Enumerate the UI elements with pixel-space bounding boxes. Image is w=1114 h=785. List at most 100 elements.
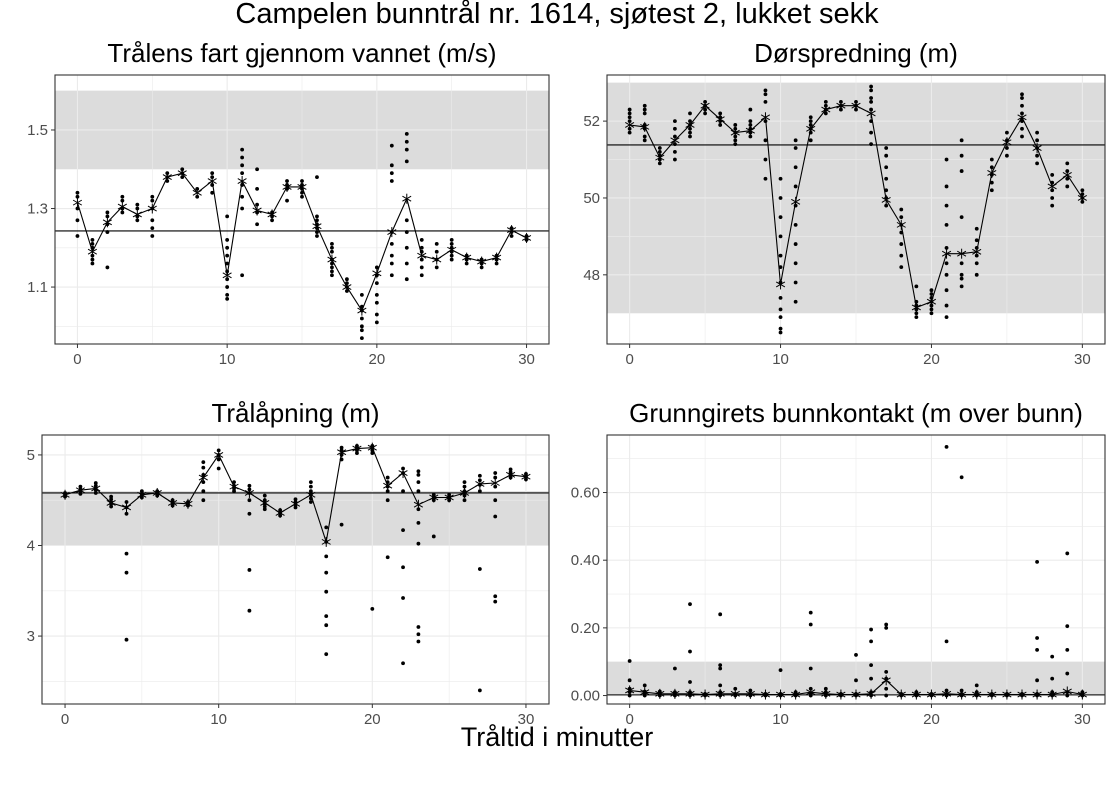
- median-marker: [1002, 137, 1012, 148]
- data-point: [899, 253, 904, 258]
- median-marker: [866, 688, 876, 699]
- data-point: [374, 293, 379, 297]
- marker-stroke: [192, 189, 202, 196]
- median-marker: [75, 485, 86, 496]
- data-point: [345, 277, 349, 282]
- data-point: [240, 194, 245, 199]
- data-point: [718, 666, 723, 671]
- data-point: [884, 146, 889, 150]
- data-point: [105, 214, 110, 219]
- data-point: [255, 222, 259, 227]
- median-marker: [459, 487, 470, 498]
- marker-stroke: [505, 471, 516, 478]
- data-point: [657, 161, 662, 166]
- marker-stroke: [106, 499, 116, 506]
- data-point: [330, 265, 334, 270]
- marker-stroke: [866, 690, 876, 697]
- median-marker: [1002, 689, 1012, 700]
- median-marker: [492, 252, 502, 263]
- data-point: [240, 171, 245, 176]
- median-marker: [625, 685, 635, 696]
- median-marker: [207, 176, 217, 187]
- marker-stroke: [775, 281, 786, 288]
- median-marker: [715, 688, 725, 699]
- data-point: [959, 153, 964, 158]
- median-marker: [715, 114, 725, 125]
- median-marker: [336, 447, 347, 458]
- data-point: [974, 238, 979, 243]
- median-marker: [1077, 192, 1087, 203]
- data-point: [216, 466, 221, 471]
- panel-border: [606, 434, 1106, 705]
- data-point: [974, 261, 979, 266]
- median-markers: [60, 442, 531, 547]
- data-point: [150, 198, 155, 203]
- marker-stroke: [506, 227, 517, 234]
- data-point: [1035, 161, 1039, 166]
- data-point: [124, 511, 129, 516]
- median-marker: [237, 176, 247, 187]
- marker-stroke: [926, 691, 937, 698]
- data-point: [914, 284, 919, 289]
- marker-stroke: [836, 691, 846, 698]
- median-marker: [352, 443, 362, 454]
- data-point: [315, 175, 319, 180]
- marker-stroke: [102, 219, 112, 226]
- data-point: [389, 171, 394, 176]
- median-marker: [252, 205, 262, 216]
- marker-stroke: [881, 677, 891, 684]
- data-point: [748, 107, 753, 112]
- data-point: [416, 489, 421, 494]
- marker-stroke: [447, 246, 457, 253]
- data-point: [201, 489, 206, 494]
- median-marker: [462, 252, 472, 263]
- marker-stroke: [297, 183, 307, 190]
- data-point: [1035, 647, 1039, 652]
- data-point: [389, 253, 394, 258]
- median-marker: [444, 492, 454, 503]
- median-marker: [306, 489, 316, 500]
- median-marker: [60, 489, 70, 500]
- median-marker: [760, 112, 771, 123]
- median-marker: [244, 487, 255, 498]
- marker-stroke: [214, 451, 224, 458]
- median-marker: [911, 689, 921, 700]
- marker-stroke: [477, 258, 487, 265]
- data-point: [75, 206, 80, 211]
- data-point: [308, 500, 313, 504]
- marker-stroke: [806, 125, 816, 132]
- marker-stroke: [162, 174, 172, 181]
- marker-stroke: [342, 284, 352, 290]
- data-point: [247, 608, 252, 613]
- data-point: [247, 511, 252, 516]
- median-marker: [655, 688, 665, 699]
- median-marker: [506, 225, 517, 236]
- data-point: [210, 190, 215, 195]
- data-point: [419, 238, 424, 242]
- panel-border: [54, 74, 550, 345]
- marker-stroke: [1047, 691, 1057, 698]
- data-point: [90, 257, 95, 262]
- data-point: [90, 238, 95, 242]
- data-point: [124, 500, 129, 504]
- marker-stroke: [177, 170, 187, 177]
- data-point: [944, 246, 949, 250]
- data-point: [673, 157, 677, 162]
- panel-border: [606, 74, 1106, 345]
- data-point: [944, 261, 949, 266]
- marker-stroke: [625, 122, 635, 128]
- median-marker: [836, 100, 846, 111]
- data-point: [944, 444, 949, 449]
- data-point: [793, 146, 798, 150]
- data-point: [808, 115, 813, 120]
- figure-title: Campelen bunntrål nr. 1614, sjøtest 2, l…: [235, 0, 879, 30]
- marker-stroke: [1062, 688, 1072, 695]
- data-point: [247, 483, 252, 488]
- marker-stroke: [372, 270, 382, 277]
- data-point: [748, 123, 753, 127]
- data-point: [869, 676, 873, 681]
- data-point: [1050, 203, 1055, 208]
- data-point: [793, 222, 798, 227]
- data-point: [262, 493, 267, 498]
- marker-stroke: [926, 298, 937, 305]
